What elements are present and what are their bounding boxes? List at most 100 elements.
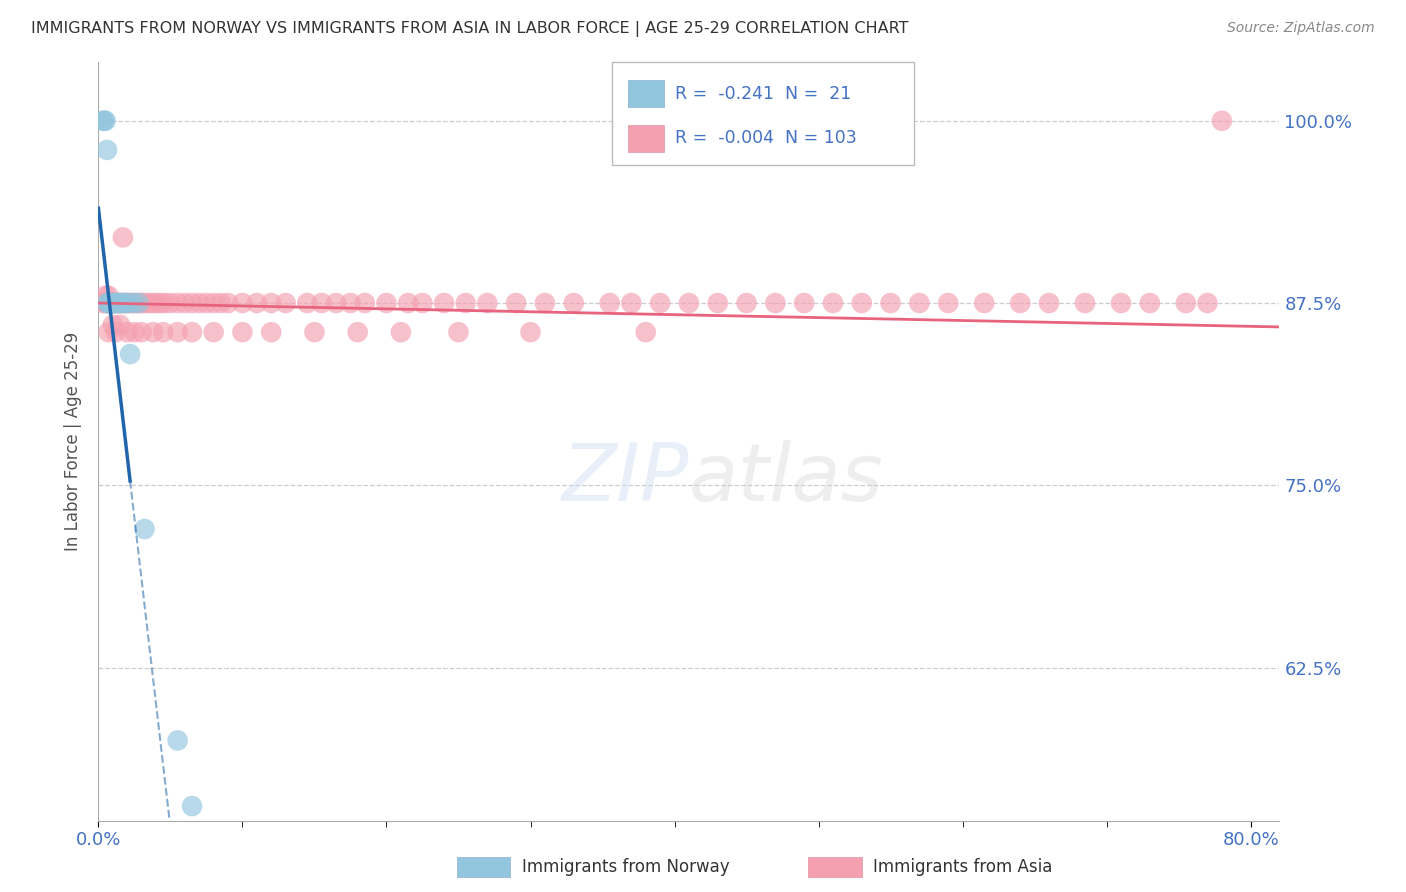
Point [166, 296, 188, 310]
Point [100, 296, 122, 310]
Point [149, 296, 172, 310]
Point [650, 296, 672, 310]
Point [94, 113, 117, 128]
Point [851, 296, 873, 310]
Point [104, 325, 127, 339]
Point [1010, 296, 1032, 310]
Point [98, 296, 121, 310]
Point [181, 296, 204, 310]
Point [142, 296, 165, 310]
Text: R =  -0.241  N =  21: R = -0.241 N = 21 [675, 85, 851, 103]
Point [98, 296, 121, 310]
Point [134, 522, 156, 536]
Point [97, 296, 120, 310]
Point [97, 296, 120, 310]
Point [231, 325, 253, 339]
Point [101, 318, 124, 332]
Point [181, 799, 204, 814]
Point [936, 296, 959, 310]
Point [209, 296, 232, 310]
Point [108, 318, 131, 332]
Point [389, 325, 412, 339]
Point [107, 296, 129, 310]
Point [879, 296, 901, 310]
Point [122, 296, 145, 310]
Point [97, 325, 120, 339]
Point [678, 296, 700, 310]
Point [908, 296, 931, 310]
Point [447, 325, 470, 339]
Point [202, 296, 225, 310]
Point [153, 296, 176, 310]
Point [375, 296, 398, 310]
Point [101, 296, 124, 310]
Text: R =  -0.004  N = 103: R = -0.004 N = 103 [675, 129, 856, 147]
Point [1174, 296, 1197, 310]
Point [735, 296, 758, 310]
Point [97, 289, 120, 303]
Point [131, 325, 153, 339]
Point [763, 296, 786, 310]
Point [188, 296, 211, 310]
Point [93, 113, 115, 128]
Point [120, 347, 142, 361]
Point [91, 296, 114, 310]
Point [122, 296, 145, 310]
Point [101, 296, 124, 310]
Point [98, 296, 121, 310]
Point [103, 296, 125, 310]
Point [505, 296, 527, 310]
Point [354, 296, 377, 310]
Point [152, 325, 174, 339]
Point [534, 296, 557, 310]
Text: ZIP: ZIP [561, 441, 689, 518]
Point [112, 296, 135, 310]
Point [477, 296, 499, 310]
Point [108, 296, 131, 310]
Point [1074, 296, 1097, 310]
Point [101, 296, 124, 310]
Point [519, 325, 541, 339]
Point [112, 296, 135, 310]
Point [793, 296, 815, 310]
Point [821, 296, 844, 310]
Point [195, 296, 218, 310]
Point [104, 296, 127, 310]
Point [110, 296, 132, 310]
Point [1139, 296, 1161, 310]
Point [396, 296, 419, 310]
Point [115, 296, 138, 310]
Point [159, 296, 181, 310]
Point [124, 325, 146, 339]
Text: Source: ZipAtlas.com: Source: ZipAtlas.com [1227, 21, 1375, 35]
Point [114, 296, 136, 310]
Point [96, 143, 118, 157]
Point [973, 296, 995, 310]
Point [120, 296, 142, 310]
Point [260, 296, 283, 310]
Point [145, 296, 167, 310]
Point [620, 296, 643, 310]
Point [202, 325, 225, 339]
Point [104, 296, 127, 310]
Point [1211, 113, 1233, 128]
Point [346, 325, 368, 339]
Point [138, 296, 160, 310]
Point [304, 325, 326, 339]
Point [115, 325, 138, 339]
Point [97, 296, 120, 310]
Point [96, 296, 118, 310]
Point [260, 325, 283, 339]
Point [115, 296, 138, 310]
Y-axis label: In Labor Force | Age 25-29: In Labor Force | Age 25-29 [65, 332, 83, 551]
Point [297, 296, 319, 310]
Point [311, 296, 333, 310]
Point [128, 296, 150, 310]
Point [105, 296, 128, 310]
Point [599, 296, 621, 310]
Point [562, 296, 585, 310]
Point [134, 296, 156, 310]
Point [1197, 296, 1219, 310]
Point [706, 296, 728, 310]
Text: atlas: atlas [689, 441, 884, 518]
